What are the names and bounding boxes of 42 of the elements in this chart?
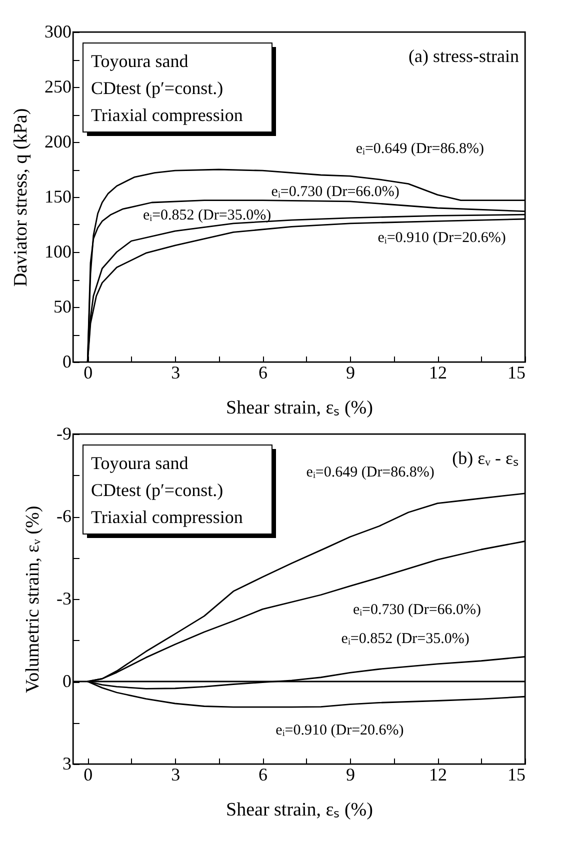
y-tick-label: 50 — [54, 296, 72, 316]
y-tick-label: 0 — [62, 671, 72, 691]
annotation: CDtest (p′=const.) — [91, 480, 224, 500]
y-tick-label: 250 — [44, 76, 72, 96]
annotation: Toyoura sand — [91, 51, 188, 71]
annotation: (a) stress-strain — [408, 46, 519, 66]
x-tick-label: 9 — [346, 362, 356, 382]
y-axis-title: Daviator stress, q (kPa) — [10, 108, 32, 287]
x-tick-label: 0 — [84, 764, 93, 784]
x-axis-title: Shear strain, εₛ (%) — [226, 800, 373, 820]
series-label: eᵢ=0.649 (Dr=86.8%) — [356, 141, 484, 157]
annotation: CDtest (p′=const.) — [91, 78, 224, 98]
x-tick-label: 3 — [171, 362, 180, 382]
annotation: (b) εᵥ - εₛ — [452, 448, 519, 468]
x-axis-title: Shear strain, εₛ (%) — [226, 398, 373, 418]
series-label: eᵢ=0.649 (Dr=86.8%) — [306, 464, 434, 481]
x-tick-label: 15 — [508, 362, 526, 382]
annotation: Triaxial compression — [91, 507, 243, 527]
y-tick-label: 200 — [44, 132, 72, 152]
series-label: eᵢ=0.730 (Dr=66.0%) — [352, 602, 482, 618]
annotation: Toyoura sand — [91, 453, 188, 473]
y-tick-label: 100 — [44, 242, 72, 262]
x-tick-label: 6 — [258, 362, 268, 382]
x-tick-label: 15 — [508, 764, 526, 784]
y-tick-label: -9 — [56, 424, 72, 444]
x-tick-label: 12 — [429, 362, 448, 382]
series-label: eᵢ=0.852 (Dr=35.0%) — [142, 208, 272, 224]
x-tick-label: 0 — [84, 362, 93, 382]
x-tick-label: 12 — [429, 764, 448, 784]
series-label: eᵢ=0.910 (Dr=20.6%) — [378, 230, 506, 246]
series-label: eᵢ=0.730 (Dr=66.0%) — [271, 184, 400, 200]
annotation: Triaxial compression — [91, 105, 243, 125]
x-tick-label: 3 — [171, 764, 180, 784]
y-tick-label: 150 — [44, 186, 72, 206]
x-tick-label: 9 — [346, 764, 356, 784]
x-tick-label: 6 — [258, 764, 268, 784]
y-tick-label: -6 — [56, 506, 72, 526]
series-label: eᵢ=0.910 (Dr=20.6%) — [276, 722, 404, 739]
y-axis-title: Volumetric strain, εᵥ (%) — [22, 506, 44, 694]
y-tick-label: 300 — [44, 22, 72, 42]
y-tick-label: -3 — [56, 588, 72, 608]
series-label: eᵢ=0.852 (Dr=35.0%) — [341, 631, 470, 647]
